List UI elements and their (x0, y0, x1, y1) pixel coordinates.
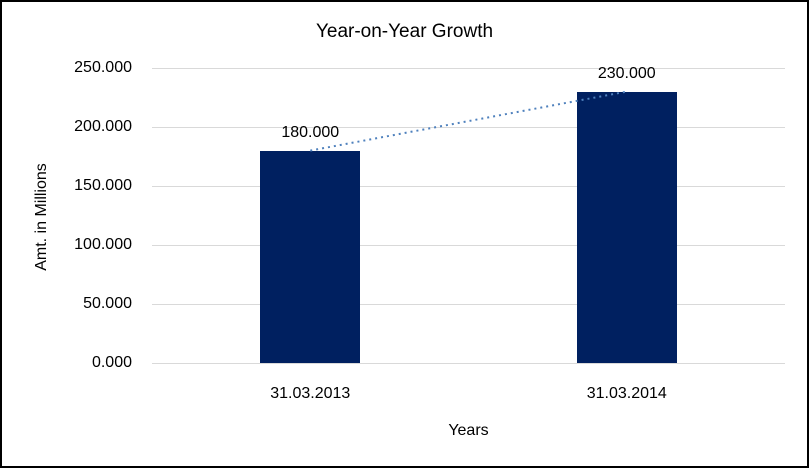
gridline (152, 185, 785, 187)
y-tick-label: 0.000 (91, 354, 132, 371)
y-tick-label: 100.000 (74, 236, 132, 253)
x-category-label: 31.03.2014 (586, 385, 667, 402)
x-axis-title: Years (448, 422, 489, 439)
y-axis-tick-labels: 0.000 50.000 100.000 150.000 200.000 250.000 (2, 2, 132, 466)
gridline (152, 126, 785, 128)
plot-area: 180.000 230.000 (152, 64, 785, 364)
x-category-label: 31.03.2013 (270, 385, 351, 402)
y-tick-label: 250.000 (74, 59, 132, 76)
bar-value-label: 230.000 (597, 64, 656, 82)
gridline (152, 244, 785, 246)
y-tick-label: 200.000 (74, 118, 132, 135)
gridline (152, 303, 785, 305)
bar (576, 91, 677, 363)
y-tick-label: 150.000 (74, 177, 132, 194)
bar-value-label: 180.000 (281, 123, 340, 141)
gridline (152, 362, 785, 364)
bar (260, 150, 361, 363)
y-tick-label: 50.000 (83, 295, 132, 312)
trendline (310, 90, 627, 152)
chart-title: Year-on-Year Growth (315, 21, 494, 42)
gridline (152, 67, 785, 69)
